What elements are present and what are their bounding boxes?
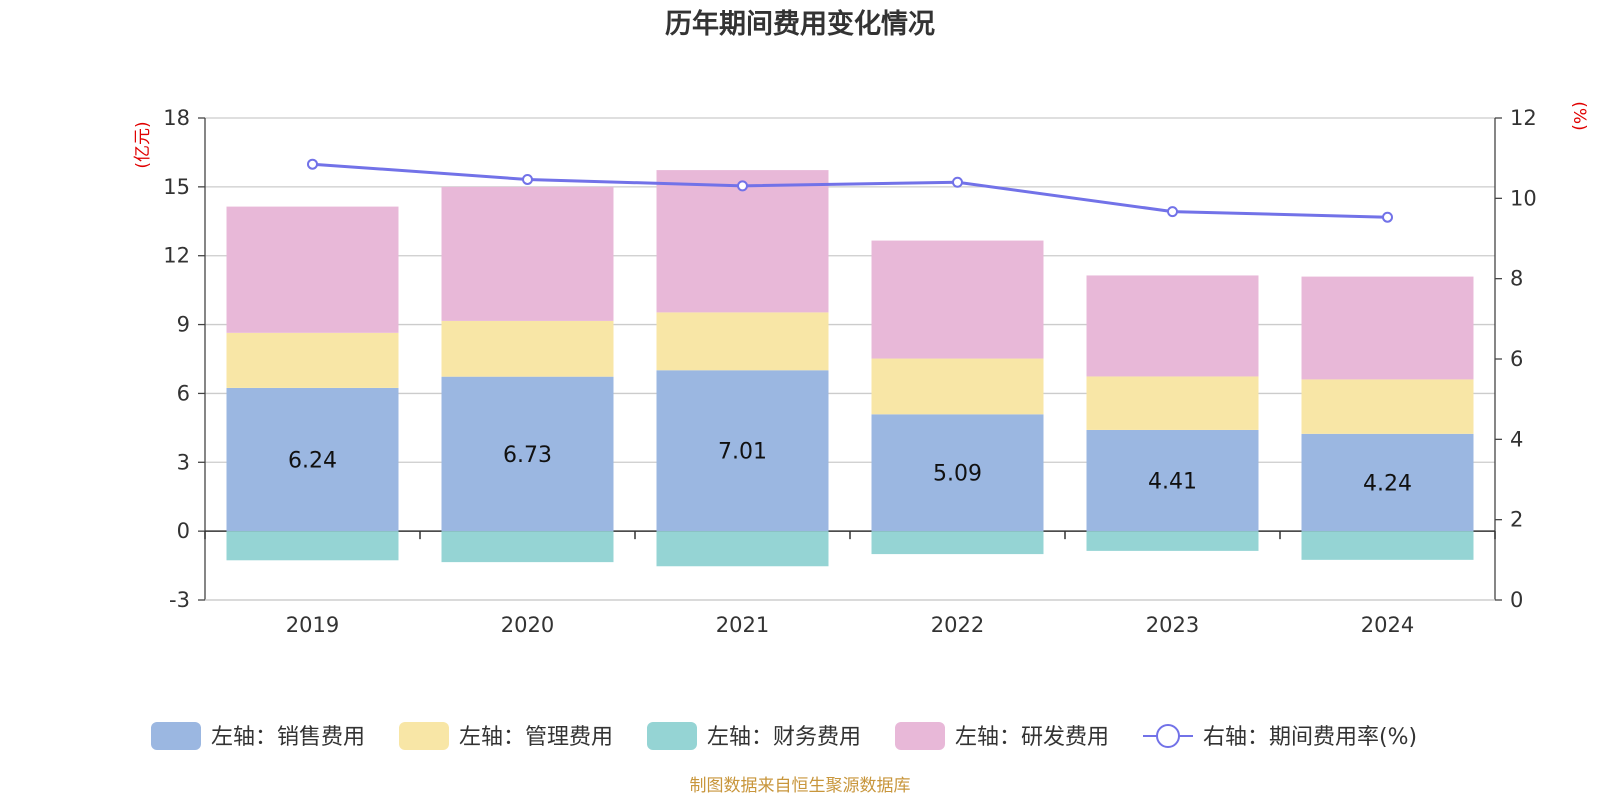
rate-point-2020: [522, 173, 533, 185]
x-tick-label: 2021: [716, 613, 769, 637]
bar-3-2022: [871, 240, 1044, 359]
bar-3-2023: [1086, 275, 1259, 377]
left-tick-label: 6: [177, 381, 190, 405]
x-tick-label: 2024: [1361, 613, 1414, 637]
legend: 左轴：销售费用 左轴：管理费用 左轴：财务费用 左轴：研发费用 右轴：期间费用率(%): [151, 722, 1417, 750]
bar-1-2021: [656, 312, 829, 371]
bar-value-label: 4.41: [1148, 470, 1197, 495]
x-tick-label: 2019: [286, 613, 339, 637]
right-tick-label: 2: [1510, 508, 1523, 532]
legend-label: 左轴：管理费用: [459, 725, 613, 750]
bar-0-2024: [1301, 433, 1474, 532]
chart-title: 历年期间费用变化情况: [665, 8, 935, 40]
legend-swatch-1: [399, 722, 449, 750]
left-tick-label: 15: [163, 175, 190, 199]
x-tick-label: 2020: [501, 613, 554, 637]
bar-1-2023: [1086, 376, 1259, 430]
right-tick-label: 6: [1510, 347, 1523, 371]
bar-2-2024: [1301, 531, 1474, 560]
rate-point-2022: [952, 176, 963, 188]
bar-value-label: 7.01: [718, 440, 767, 465]
left-tick-label: 9: [177, 313, 190, 337]
bar-3-2024: [1301, 276, 1474, 380]
legend-swatch-3: [895, 722, 945, 750]
rate-point-2023: [1167, 206, 1178, 218]
axes: 18 15 12 9 6 3 0 -3 12 10 8 6 4 2 0 2019 2020 2021 2022 202…: [163, 106, 1536, 637]
left-axis-unit: (亿元): [133, 121, 153, 168]
rate-point-2024: [1382, 211, 1393, 223]
legend-swatch-2: [647, 722, 697, 750]
bar-0-2022: [871, 414, 1044, 532]
bar-3-2019: [226, 206, 399, 333]
bar-1-2019: [226, 332, 399, 388]
legend-swatch-0: [151, 722, 201, 750]
bar-0-2021: [656, 370, 829, 532]
rate-line: [312, 162, 1388, 219]
right-tick-label: 0: [1510, 588, 1523, 612]
bar-1-2020: [441, 320, 614, 377]
rate-point-2021: [737, 180, 748, 192]
legend-label: 右轴：期间费用率(%): [1203, 725, 1417, 750]
bar-2-2021: [656, 531, 829, 567]
bar-value-label: 4.24: [1363, 471, 1412, 496]
bar-value-label: 6.24: [288, 449, 337, 474]
left-tick-label: 0: [177, 519, 190, 543]
rate-point-2019: [307, 158, 318, 170]
bar-value-label: 5.09: [933, 462, 982, 487]
x-tick-label: 2022: [931, 613, 984, 637]
bar-value-label: 6.73: [503, 443, 552, 468]
x-tick-label: 2023: [1146, 613, 1199, 637]
bar-2-2022: [871, 531, 1044, 555]
left-tick-label: 12: [163, 244, 190, 268]
legend-label: 左轴：研发费用: [955, 725, 1109, 750]
bar-2-2020: [441, 531, 614, 563]
bar-2-2023: [1086, 531, 1259, 551]
bar-0-2023: [1086, 429, 1259, 532]
bar-2-2019: [226, 531, 399, 561]
legend-label: 左轴：财务费用: [707, 725, 861, 750]
legend-line-marker: [1156, 724, 1180, 748]
bar-1-2024: [1301, 379, 1474, 434]
bar-1-2022: [871, 358, 1044, 415]
bar-3-2020: [441, 186, 614, 321]
right-axis-unit: (%): [1569, 101, 1589, 130]
data-source-note: 制图数据来自恒生聚源数据库: [690, 776, 911, 796]
left-tick-label: -3: [169, 588, 190, 612]
left-tick-label: 3: [177, 450, 190, 474]
bar-series: 6.24 6.73 7.01 5.09 4.41 4.24: [226, 170, 1474, 567]
right-tick-label: 12: [1510, 106, 1537, 130]
legend-label: 左轴：销售费用: [211, 725, 365, 750]
right-tick-label: 4: [1510, 427, 1523, 451]
bar-0-2020: [441, 376, 614, 532]
line-series: [307, 158, 1393, 223]
left-tick-label: 18: [163, 106, 190, 130]
right-tick-label: 8: [1510, 267, 1523, 291]
right-tick-label: 10: [1510, 186, 1537, 210]
bar-3-2021: [656, 170, 829, 313]
bar-0-2019: [226, 387, 399, 532]
